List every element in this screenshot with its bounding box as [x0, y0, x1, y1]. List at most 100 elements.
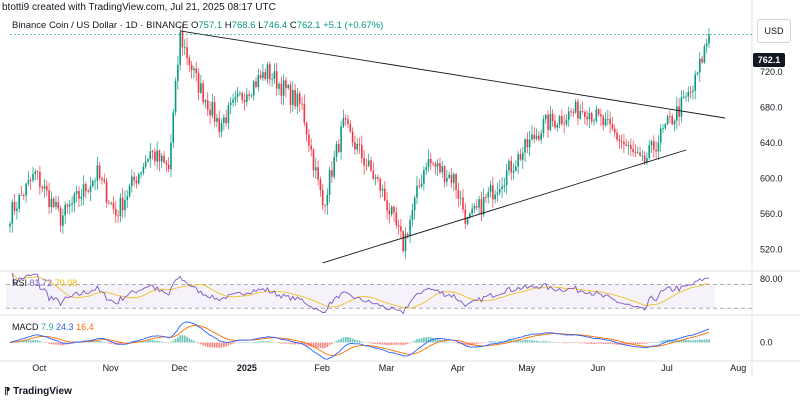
macd-histogram-bar — [55, 342, 57, 345]
macd-histogram-bar — [358, 340, 361, 343]
candle-body — [450, 174, 453, 183]
candle-body — [420, 183, 423, 187]
candle-body — [227, 105, 230, 124]
candle-body — [135, 180, 138, 184]
candle-body — [158, 150, 161, 162]
candle-body — [147, 159, 149, 162]
macd-histogram-bar — [285, 342, 287, 344]
macd-histogram-bar — [80, 342, 83, 343]
candle-body — [538, 135, 540, 140]
open-value: 757.1 — [198, 20, 223, 31]
macd-histogram-bar — [466, 342, 469, 346]
macd-histogram-bar — [643, 342, 646, 344]
macd-histogram-bar — [188, 338, 191, 343]
macd-histogram-bar — [418, 338, 421, 343]
candle-body — [36, 171, 39, 173]
candle-body — [186, 47, 188, 59]
candle-body — [319, 179, 322, 191]
macd-histogram-bar — [246, 342, 248, 343]
macd-histogram-bar — [27, 340, 30, 343]
candle-body — [609, 118, 611, 125]
candle-body — [96, 165, 99, 181]
candle-body — [163, 155, 165, 163]
macd-histogram-bar — [108, 342, 110, 344]
candle-body — [41, 187, 43, 189]
macd-histogram-bar — [213, 342, 216, 348]
candle-body — [89, 186, 92, 192]
macd-histogram-bar — [524, 339, 526, 343]
macd-histogram-bar — [701, 339, 703, 343]
macd-histogram-bar — [121, 342, 124, 345]
candle-body — [62, 215, 64, 226]
macd-histogram-bar — [340, 338, 342, 343]
candle-body — [335, 144, 338, 157]
candle-body — [572, 112, 575, 113]
macd-histogram-bar — [577, 342, 579, 344]
candle-body — [305, 122, 308, 135]
candle-body — [625, 144, 628, 146]
macd-histogram-bar — [432, 337, 434, 343]
macd-histogram-bar — [439, 339, 441, 343]
macd-histogram-bar — [446, 341, 448, 343]
candle-body — [482, 197, 485, 215]
macd-histogram-bar — [696, 340, 699, 343]
candle-body — [535, 135, 538, 139]
tradingview-logo[interactable]: ⁋ TradingView — [4, 386, 72, 397]
candle-body — [496, 192, 499, 195]
macd-histogram-bar — [623, 342, 625, 345]
candle-body — [455, 174, 457, 190]
macd-histogram-bar — [593, 342, 595, 345]
candle-body — [197, 73, 200, 93]
candle-body — [257, 74, 260, 87]
macd-histogram-bar — [540, 341, 542, 343]
candle-body — [112, 202, 115, 209]
macd-histogram-bar — [538, 341, 540, 343]
candle-body — [616, 132, 618, 140]
candle-body — [170, 142, 172, 170]
macd-histogram-bar — [515, 340, 517, 343]
candle-body — [423, 170, 425, 184]
candle-body — [581, 111, 584, 112]
candle-body — [149, 151, 152, 160]
candle-body — [646, 158, 648, 163]
macd-histogram-bar — [425, 337, 427, 343]
symbol-name: Binance Coin / US Dollar · 1D · BINANCE — [12, 20, 189, 31]
currency-button[interactable]: USD — [757, 19, 791, 43]
candle-body — [409, 219, 411, 236]
macd-histogram-bar — [177, 337, 179, 343]
candle-body — [75, 191, 78, 194]
macd-histogram-bar — [636, 342, 639, 345]
macd-histogram-bar — [324, 342, 326, 349]
macd-histogram-bar — [379, 342, 381, 345]
candle-body — [16, 208, 18, 211]
macd-histogram-bar — [220, 342, 223, 348]
macd-histogram-bar — [225, 342, 227, 347]
candle-body — [565, 119, 568, 125]
macd-histogram-bar — [689, 340, 692, 343]
y-tick-label: 640.0 — [760, 138, 783, 148]
macd-histogram-bar — [278, 342, 280, 344]
macd-histogram-bar — [149, 339, 152, 343]
macd-histogram-bar — [669, 339, 671, 343]
macd-histogram-bar — [45, 342, 48, 343]
macd-histogram-bar — [473, 342, 476, 345]
candle-body — [623, 141, 625, 145]
macd-histogram-bar — [338, 340, 340, 343]
candle-body — [515, 166, 517, 171]
macd-histogram-bar — [365, 342, 368, 343]
candle-body — [9, 223, 11, 227]
candle-body — [140, 172, 142, 175]
candle-body — [671, 116, 674, 125]
macd-histogram-bar — [374, 342, 377, 344]
candle-body — [648, 145, 651, 159]
candle-body — [655, 149, 657, 152]
macd-histogram-bar — [535, 340, 538, 343]
candle-body — [367, 160, 370, 166]
macd-histogram-bar — [406, 342, 409, 345]
macd-histogram-bar — [344, 336, 347, 343]
candle-body — [278, 83, 280, 89]
candle-body — [298, 93, 301, 104]
candle-body — [404, 233, 407, 251]
candle-body — [121, 197, 124, 211]
candle-body — [280, 83, 283, 96]
